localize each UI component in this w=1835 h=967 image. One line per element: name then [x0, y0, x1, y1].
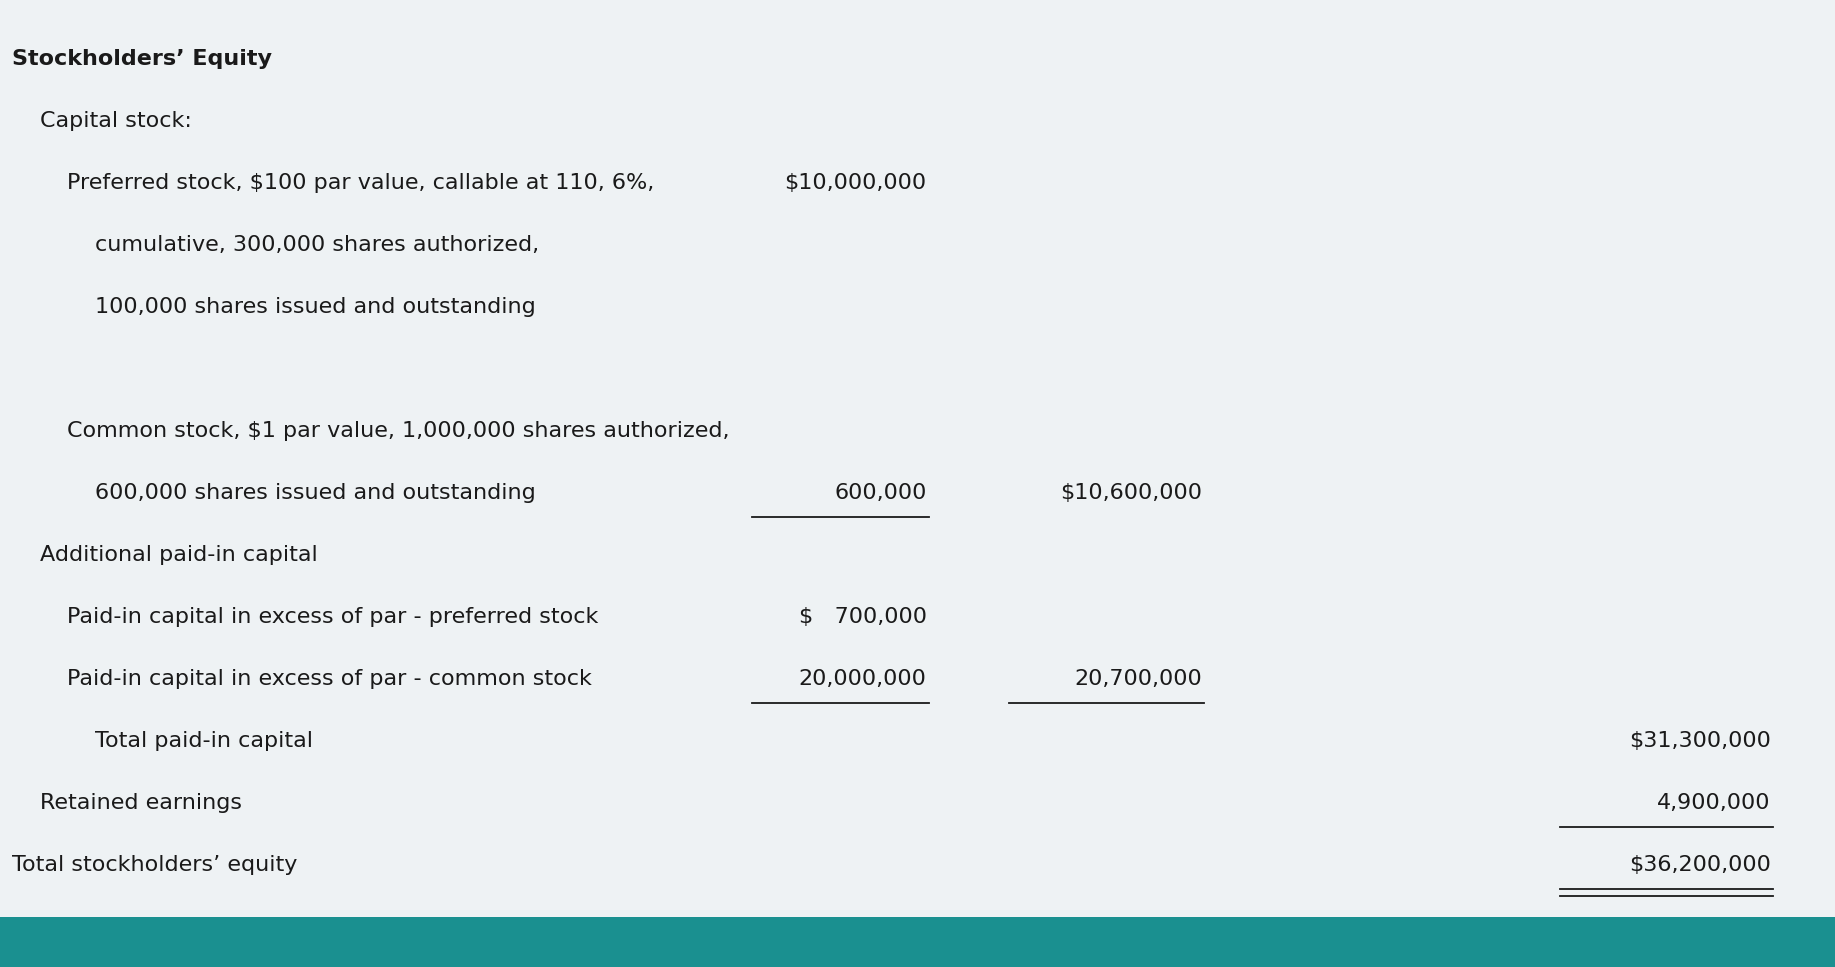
Text: 20,700,000: 20,700,000 [1073, 669, 1202, 689]
Text: Total stockholders’ equity: Total stockholders’ equity [13, 855, 297, 875]
Text: 100,000 shares issued and outstanding: 100,000 shares issued and outstanding [95, 297, 536, 317]
Text: Total paid-in capital: Total paid-in capital [95, 731, 312, 751]
Text: $31,300,000: $31,300,000 [1629, 731, 1771, 751]
Text: $10,000,000: $10,000,000 [785, 173, 927, 193]
Text: Paid-in capital in excess of par - common stock: Paid-in capital in excess of par - commo… [68, 669, 593, 689]
Text: Stockholders’ Equity: Stockholders’ Equity [13, 49, 272, 69]
Text: $   700,000: $ 700,000 [798, 607, 927, 627]
Text: Paid-in capital in excess of par - preferred stock: Paid-in capital in excess of par - prefe… [68, 607, 598, 627]
Bar [0, 917, 1835, 967]
Text: 600,000: 600,000 [835, 483, 927, 503]
Text: Capital stock:: Capital stock: [40, 111, 191, 131]
Text: Retained earnings: Retained earnings [40, 793, 242, 813]
Text: $36,200,000: $36,200,000 [1629, 855, 1771, 875]
Text: Additional paid-in capital: Additional paid-in capital [40, 545, 317, 565]
Text: cumulative, 300,000 shares authorized,: cumulative, 300,000 shares authorized, [95, 235, 539, 255]
Text: 600,000 shares issued and outstanding: 600,000 shares issued and outstanding [95, 483, 536, 503]
Text: $10,600,000: $10,600,000 [1061, 483, 1202, 503]
Text: 20,000,000: 20,000,000 [798, 669, 927, 689]
Text: 4,900,000: 4,900,000 [1657, 793, 1771, 813]
Text: Preferred stock, $100 par value, callable at 110, 6%,: Preferred stock, $100 par value, callabl… [68, 173, 655, 193]
Text: Common stock, $1 par value, 1,000,000 shares authorized,: Common stock, $1 par value, 1,000,000 sh… [68, 421, 730, 441]
